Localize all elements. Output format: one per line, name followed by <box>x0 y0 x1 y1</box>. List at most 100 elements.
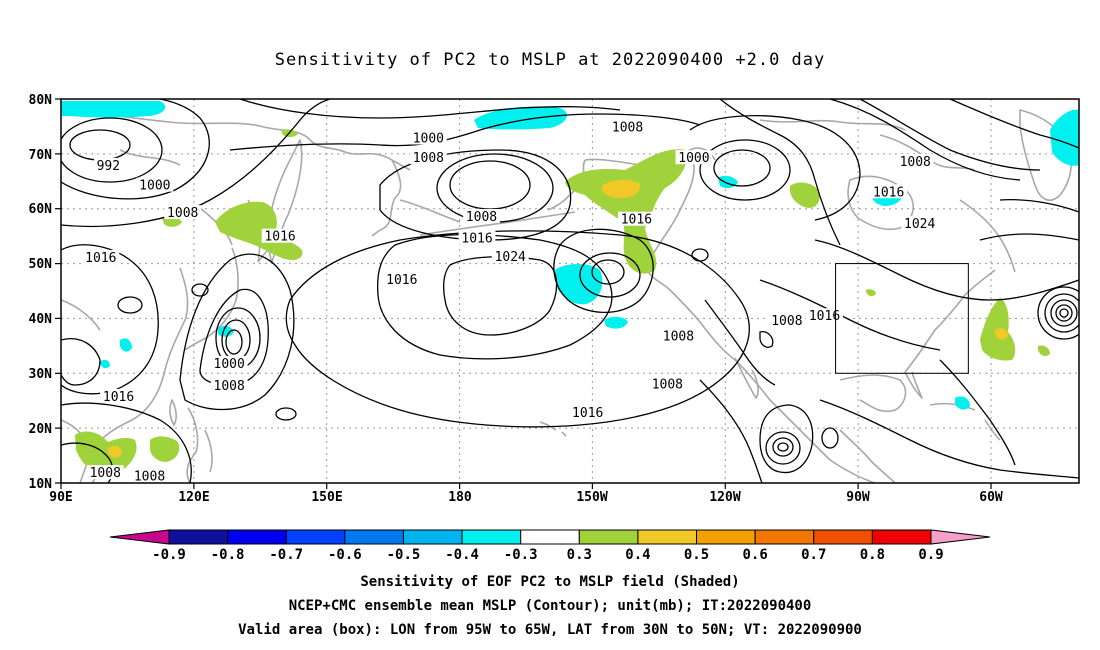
contour-label-bg <box>100 388 137 403</box>
lon-label: 60W <box>979 490 1003 505</box>
contour-label-bg <box>261 228 299 243</box>
latitude-labels: 80N 70N 60N 50N 40N 30N 20N 10N <box>29 93 53 492</box>
contour-label: 1008 <box>214 379 245 394</box>
contour-label-bg <box>136 177 174 192</box>
contour-label: 1016 <box>873 185 904 200</box>
shade-patch <box>866 289 876 297</box>
contour-label: 1008 <box>771 314 802 329</box>
contour-labels: 1000 1008 1008 992 1000 1008 1000 1008 1016 1024 1… <box>82 119 939 483</box>
contour-label-bg <box>409 130 447 145</box>
coastlines <box>61 109 1072 483</box>
contour-label: 1016 <box>85 251 116 266</box>
contour-label: 992 <box>97 159 120 174</box>
shade-patch <box>555 264 603 305</box>
contour-label: 1016 <box>386 273 417 288</box>
colorbar-label: 0.7 <box>801 547 826 563</box>
caption-line-2: NCEP+CMC ensemble mean MSLP (Contour); u… <box>288 598 812 614</box>
contour-label-bg <box>94 157 123 172</box>
shade-patch <box>601 179 641 199</box>
lon-label: 150E <box>311 490 342 505</box>
lon-label: 90W <box>846 490 870 505</box>
contour-label: 1024 <box>904 217 935 232</box>
contour-label-bg <box>901 216 939 231</box>
colorbar-label: 0.3 <box>567 547 592 563</box>
figure-title: Sensitivity of PC2 to MSLP at 2022090400… <box>274 50 826 70</box>
contour-label-bg <box>806 308 843 323</box>
shade-patch <box>100 359 110 369</box>
contour-label: 1008 <box>612 121 643 136</box>
colorbar-label: -0.6 <box>328 547 362 563</box>
contour-label-bg <box>383 272 421 287</box>
contour-label-bg <box>675 150 713 165</box>
colorbar-segment <box>637 529 698 545</box>
colorbar-segment <box>520 529 580 545</box>
lon-label: 120E <box>178 490 209 505</box>
valid-area-box <box>835 263 969 374</box>
shade-patch <box>474 106 567 130</box>
contour-label-bg <box>164 205 202 220</box>
colorbar-segment <box>168 529 229 545</box>
shade-patch <box>1038 345 1050 357</box>
contour-label-bg <box>131 468 168 483</box>
contour-label: 1024 <box>495 250 526 265</box>
lat-label: 40N <box>29 312 53 327</box>
colorbar-label: 0.6 <box>743 547 768 563</box>
shade-patch <box>565 149 687 274</box>
longitude-labels: 90E 120E 150E 180 150W 120W 90W 60W <box>49 490 1003 505</box>
shade-patch <box>995 328 1008 340</box>
colorbar-segment <box>227 529 287 545</box>
lon-label: 150W <box>576 490 607 505</box>
contour-label: 1008 <box>663 330 694 345</box>
sensitivity-shading <box>61 101 1079 476</box>
shade-patch <box>215 201 303 260</box>
caption-line-1: Sensitivity of EOF PC2 to MSLP field (Sh… <box>360 574 740 590</box>
colorbar-label: -0.7 <box>269 547 303 563</box>
lat-label: 10N <box>29 477 53 492</box>
shade-patch <box>108 446 122 458</box>
contour-label: 1000 <box>139 179 170 194</box>
colorbar-label: 0.5 <box>684 547 709 563</box>
contour-label-bg <box>86 465 124 480</box>
lat-label: 20N <box>29 422 53 437</box>
contour-label: 1016 <box>264 230 295 245</box>
contour-label-bg <box>609 119 646 134</box>
contour-label-bg <box>210 377 248 392</box>
shade-patch <box>790 182 820 208</box>
shade-patch <box>604 316 628 329</box>
contour-label: 1008 <box>900 155 931 170</box>
contour-label: 1016 <box>103 390 134 405</box>
shade-patch <box>955 396 970 410</box>
contour-label-bg <box>660 328 697 343</box>
lat-label: 30N <box>29 367 53 382</box>
shade-patch <box>120 338 132 352</box>
contour-label: 1000 <box>214 357 245 372</box>
colorbar-label: 0.8 <box>860 547 885 563</box>
axis-ticks <box>55 98 992 489</box>
colorbar-label: -0.3 <box>504 547 538 563</box>
lat-label: 50N <box>29 257 53 272</box>
colorbar-segment <box>578 529 639 545</box>
colorbar-segment <box>696 529 756 545</box>
contour-label: 1008 <box>413 151 444 166</box>
colorbar-segment <box>344 529 404 545</box>
contour-label-bg <box>463 208 500 223</box>
shade-patch <box>61 101 166 118</box>
contour-label-bg <box>768 313 806 328</box>
colorbar-label: -0.9 <box>152 547 186 563</box>
contour-label: 1008 <box>466 210 497 225</box>
lat-label: 80N <box>29 93 53 108</box>
contour-label: 1000 <box>678 151 709 166</box>
contour-label: 1016 <box>572 406 603 421</box>
contour-label-bg <box>409 150 447 165</box>
lon-label: 180 <box>448 490 472 505</box>
lon-label: 120W <box>709 490 740 505</box>
contour-label: 1000 <box>413 131 444 146</box>
colorbar-segment <box>813 529 873 545</box>
contour-label: 1008 <box>90 466 121 481</box>
contour-label-bg <box>458 230 496 245</box>
colorbar-label: -0.4 <box>445 547 479 563</box>
contour-label-bg <box>870 184 908 199</box>
shade-patch <box>150 436 180 462</box>
colorbar-label: 0.4 <box>625 547 650 563</box>
shade-patch <box>1050 109 1079 166</box>
